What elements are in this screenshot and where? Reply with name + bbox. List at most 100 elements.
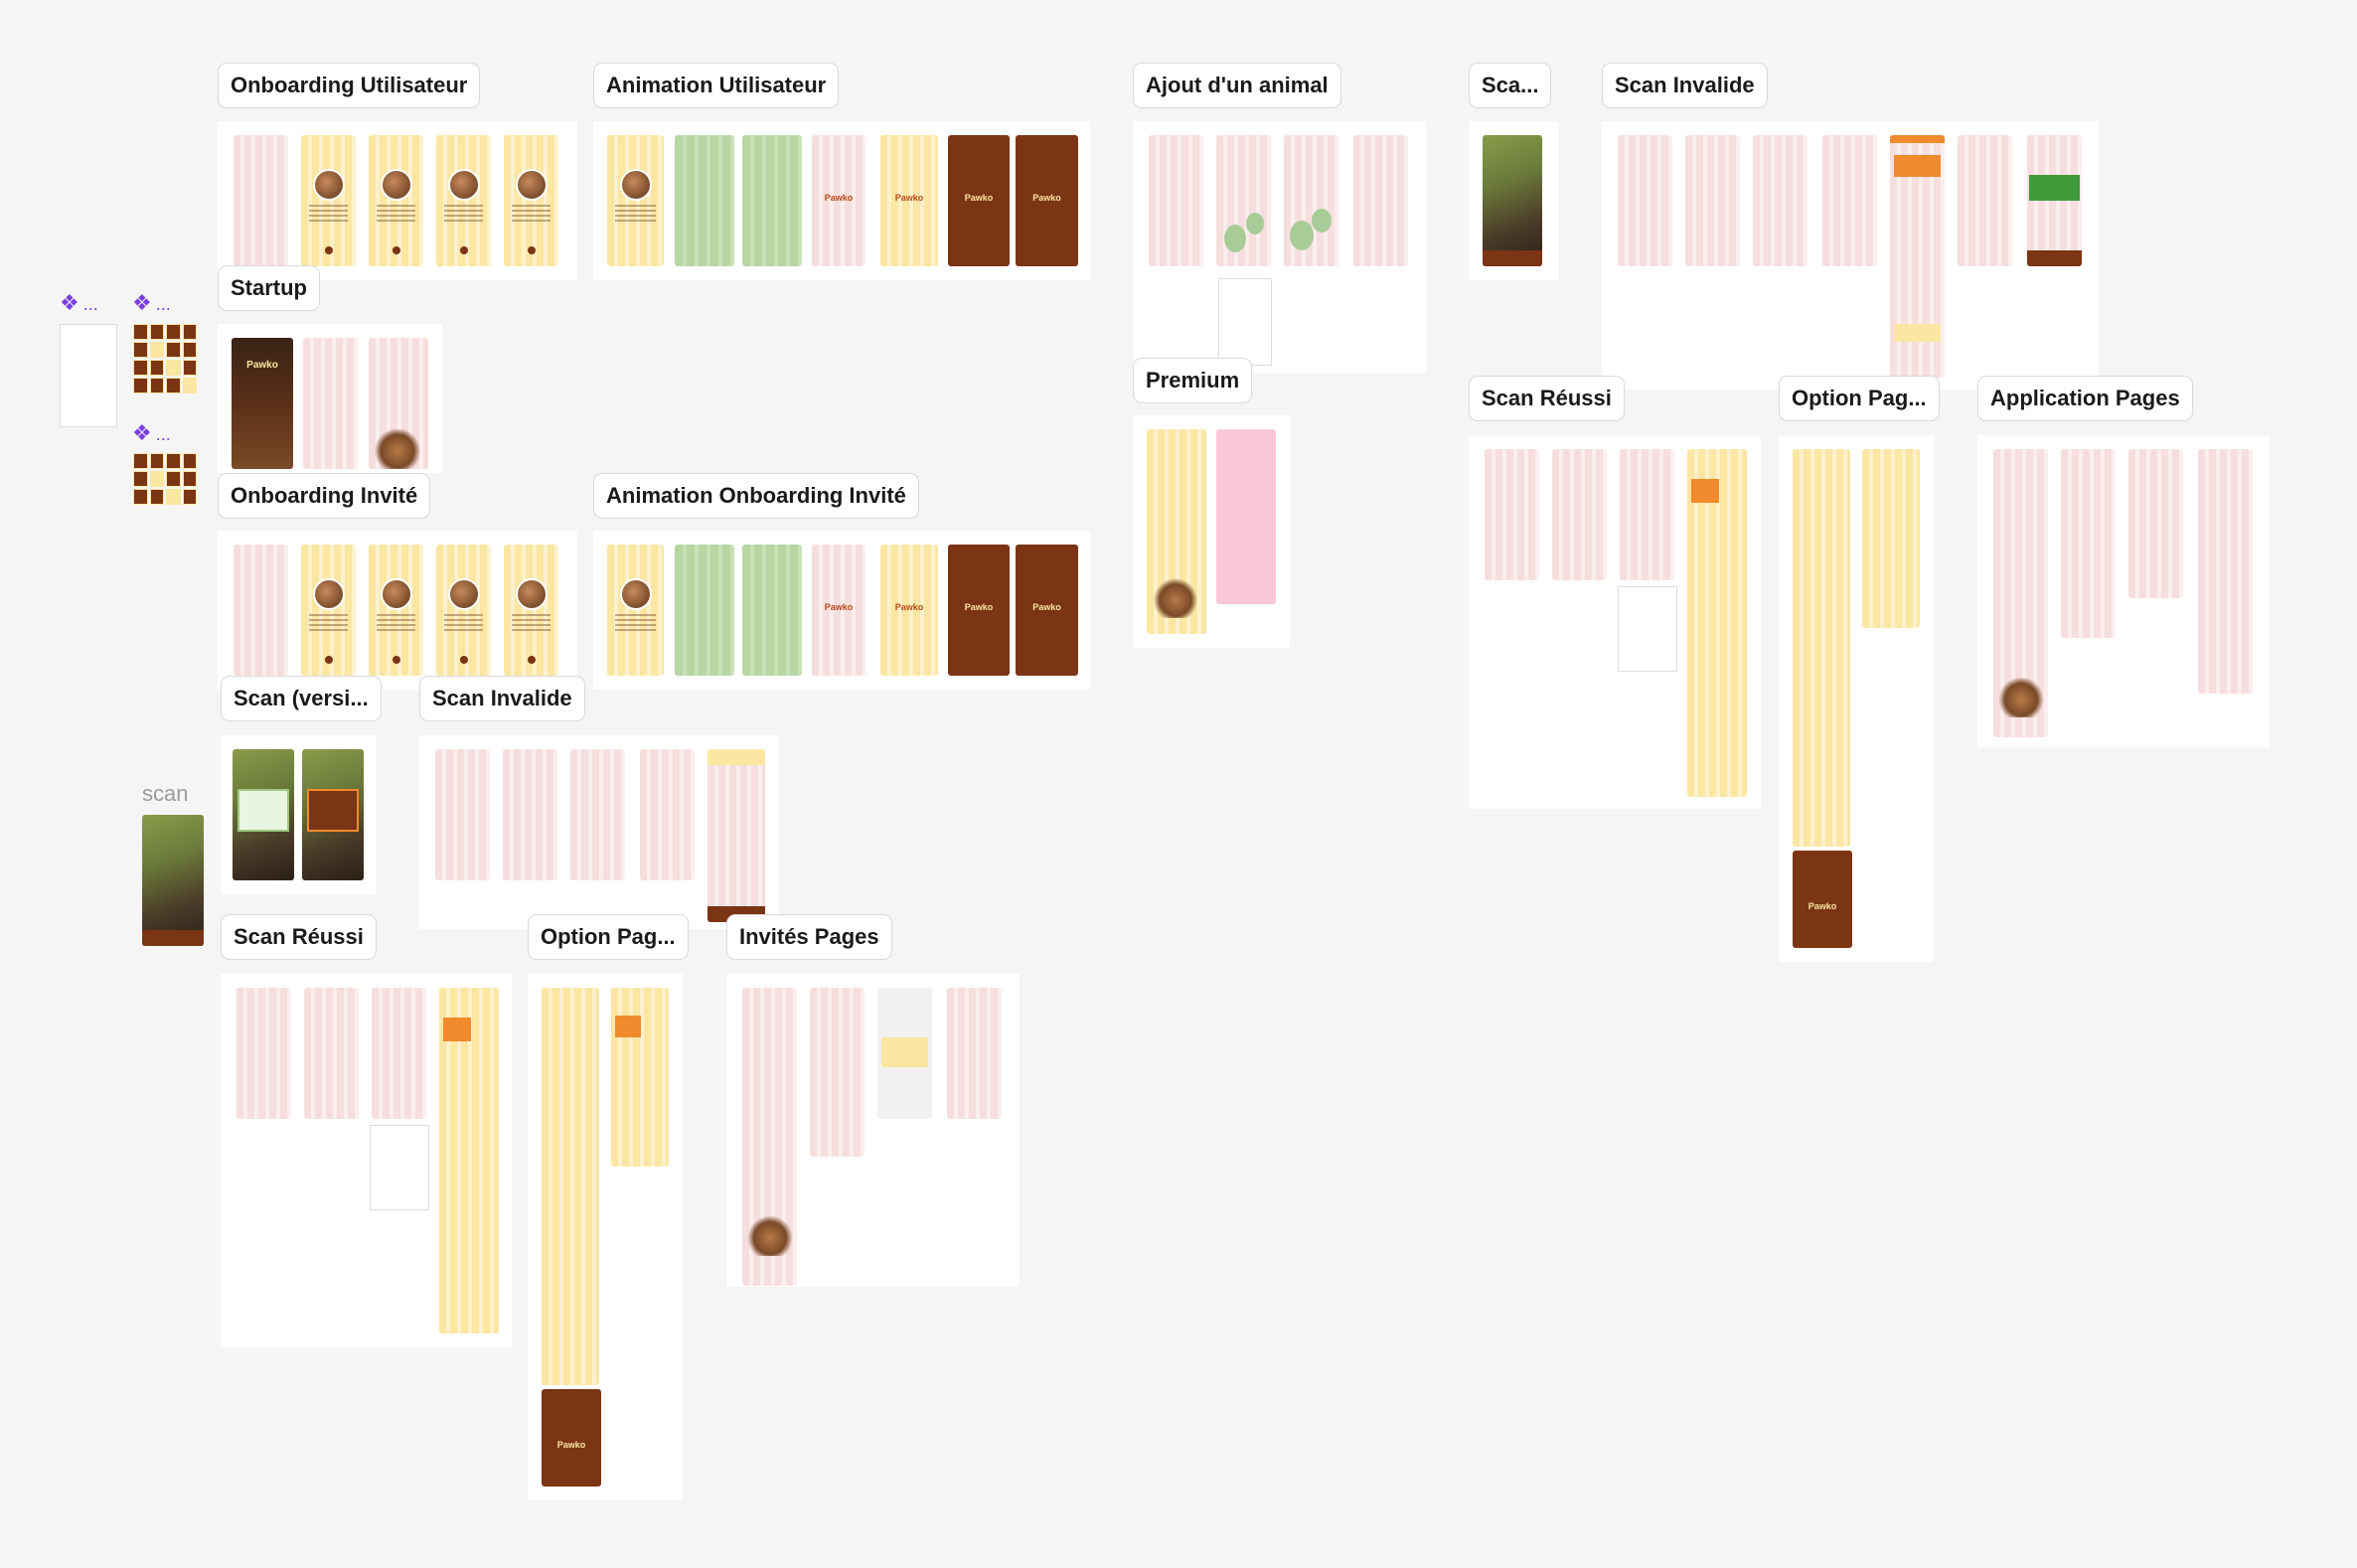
screen-frame[interactable] [1993,449,2048,737]
screen-frame[interactable] [1793,449,1850,847]
section-label-application-pages[interactable]: Application Pages [1977,376,2193,421]
screen-frame[interactable] [301,545,356,676]
section-label-premium[interactable]: Premium [1133,358,1253,403]
section-scan-invalide-left[interactable] [419,735,779,929]
screen-frame[interactable] [1753,135,1807,266]
screen-frame[interactable] [2027,135,2082,266]
section-scan-invalide-top[interactable] [1602,121,2099,390]
section-premium[interactable] [1133,415,1290,648]
screen-frame[interactable] [1485,449,1539,580]
screen-frame[interactable] [877,988,932,1119]
screen-frame[interactable]: Pawko [1793,851,1852,948]
screen-frame[interactable]: Pawko [232,338,293,469]
screen-frame[interactable] [947,988,1002,1119]
section-label-onboarding-invite[interactable]: Onboarding Invité [218,473,431,519]
section-label-startup[interactable]: Startup [218,265,320,311]
section-label-onboarding-utilisateur[interactable]: Onboarding Utilisateur [218,63,481,108]
screen-frame[interactable] [503,749,557,880]
component-form-preview[interactable] [60,324,117,427]
screen-frame[interactable] [504,545,558,676]
section-label-scan-invalide-top[interactable]: Scan Invalide [1602,63,1768,108]
screen-frame[interactable] [1147,429,1206,634]
screen-frame[interactable] [1353,135,1408,266]
component-set-icon[interactable]: ❖... [60,290,98,316]
screen-frame[interactable] [1284,135,1338,266]
section-startup[interactable]: Pawko [218,324,442,473]
screen-frame[interactable] [369,338,428,469]
screen-frame[interactable]: Pawko [542,1389,601,1487]
screen-frame[interactable] [1216,135,1271,266]
screen-frame[interactable] [611,988,669,1167]
screen-frame[interactable] [436,135,491,266]
screen-frame[interactable] [1890,135,1945,378]
screen-frame[interactable] [302,749,364,880]
section-animation-onboarding-invite[interactable]: Pawko Pawko Pawko Pawko [593,531,1090,690]
screen-frame[interactable] [303,338,358,469]
screen-frame[interactable] [1822,135,1877,266]
screen-frame[interactable] [1687,449,1747,797]
screen-frame[interactable] [1862,449,1920,628]
screen-frame[interactable] [372,988,426,1119]
section-onboarding-utilisateur[interactable] [218,121,577,280]
form-component[interactable] [1218,278,1272,366]
screen-frame[interactable] [304,988,359,1119]
section-sca[interactable] [1469,121,1558,280]
section-label-scan-reussi-right[interactable]: Scan Réussi [1469,376,1625,421]
section-ajout-animal[interactable] [1133,121,1426,374]
screen-frame[interactable] [236,988,291,1119]
section-scan-version[interactable] [221,735,376,894]
share-sheet-component[interactable] [1618,586,1677,672]
screen-frame[interactable] [607,545,664,676]
screen-frame[interactable] [369,545,423,676]
screen-frame[interactable] [435,749,490,880]
component-set-icon[interactable]: ❖... [132,290,171,316]
section-onboarding-invite[interactable] [218,531,577,690]
screen-frame[interactable]: Pawko [948,135,1010,266]
section-invites-pages[interactable] [726,974,1020,1287]
screen-frame[interactable]: Pawko [880,545,938,676]
screen-frame[interactable] [675,135,734,266]
screen-frame[interactable] [439,988,499,1333]
screen-frame[interactable] [742,988,797,1286]
screen-frame[interactable] [1620,449,1674,580]
screen-frame[interactable]: Pawko [1016,545,1078,676]
screen-frame[interactable] [1216,429,1276,604]
share-sheet-component[interactable] [370,1125,429,1210]
screen-frame[interactable] [542,988,599,1385]
component-navbar-set[interactable] [133,453,197,505]
screen-frame[interactable] [234,135,288,266]
screen-frame[interactable] [436,545,491,676]
section-label-scan-version[interactable]: Scan (versi... [221,676,382,721]
screen-frame[interactable] [607,135,664,266]
screen-frame[interactable]: Pawko [948,545,1010,676]
section-option-pag-right[interactable]: Pawko [1779,435,1934,962]
section-label-sca[interactable]: Sca... [1469,63,1552,108]
screen-frame[interactable] [369,135,423,266]
screen-frame[interactable] [1483,135,1542,266]
section-scan-reussi-left[interactable] [221,974,512,1347]
section-option-pag-left[interactable]: Pawko [528,974,683,1500]
screen-frame[interactable] [504,135,558,266]
screen-frame[interactable] [233,749,294,880]
screen-frame[interactable] [707,749,765,922]
section-animation-utilisateur[interactable]: Pawko Pawko Pawko Pawko [593,121,1090,280]
section-label-animation-utilisateur[interactable]: Animation Utilisateur [593,63,840,108]
component-label-scan[interactable]: scan [142,781,189,806]
section-label-scan-reussi-left[interactable]: Scan Réussi [221,914,377,960]
screen-frame[interactable] [742,545,802,676]
screen-frame[interactable]: Pawko [1016,135,1078,266]
screen-frame[interactable] [742,135,802,266]
component-set-icon[interactable]: ❖... [132,420,171,446]
screen-frame[interactable] [234,545,288,676]
screen-frame[interactable] [1958,135,2012,266]
component-navbar-set[interactable] [133,324,197,393]
screen-frame[interactable] [2128,449,2183,598]
scan-component-frame[interactable] [142,815,204,946]
section-label-option-pag-right[interactable]: Option Pag... [1779,376,1940,421]
screen-frame[interactable] [301,135,356,266]
screen-frame[interactable] [640,749,695,880]
section-label-ajout-animal[interactable]: Ajout d'un animal [1133,63,1341,108]
section-label-animation-onboarding-invite[interactable]: Animation Onboarding Invité [593,473,919,519]
section-label-invites-pages[interactable]: Invités Pages [726,914,892,960]
